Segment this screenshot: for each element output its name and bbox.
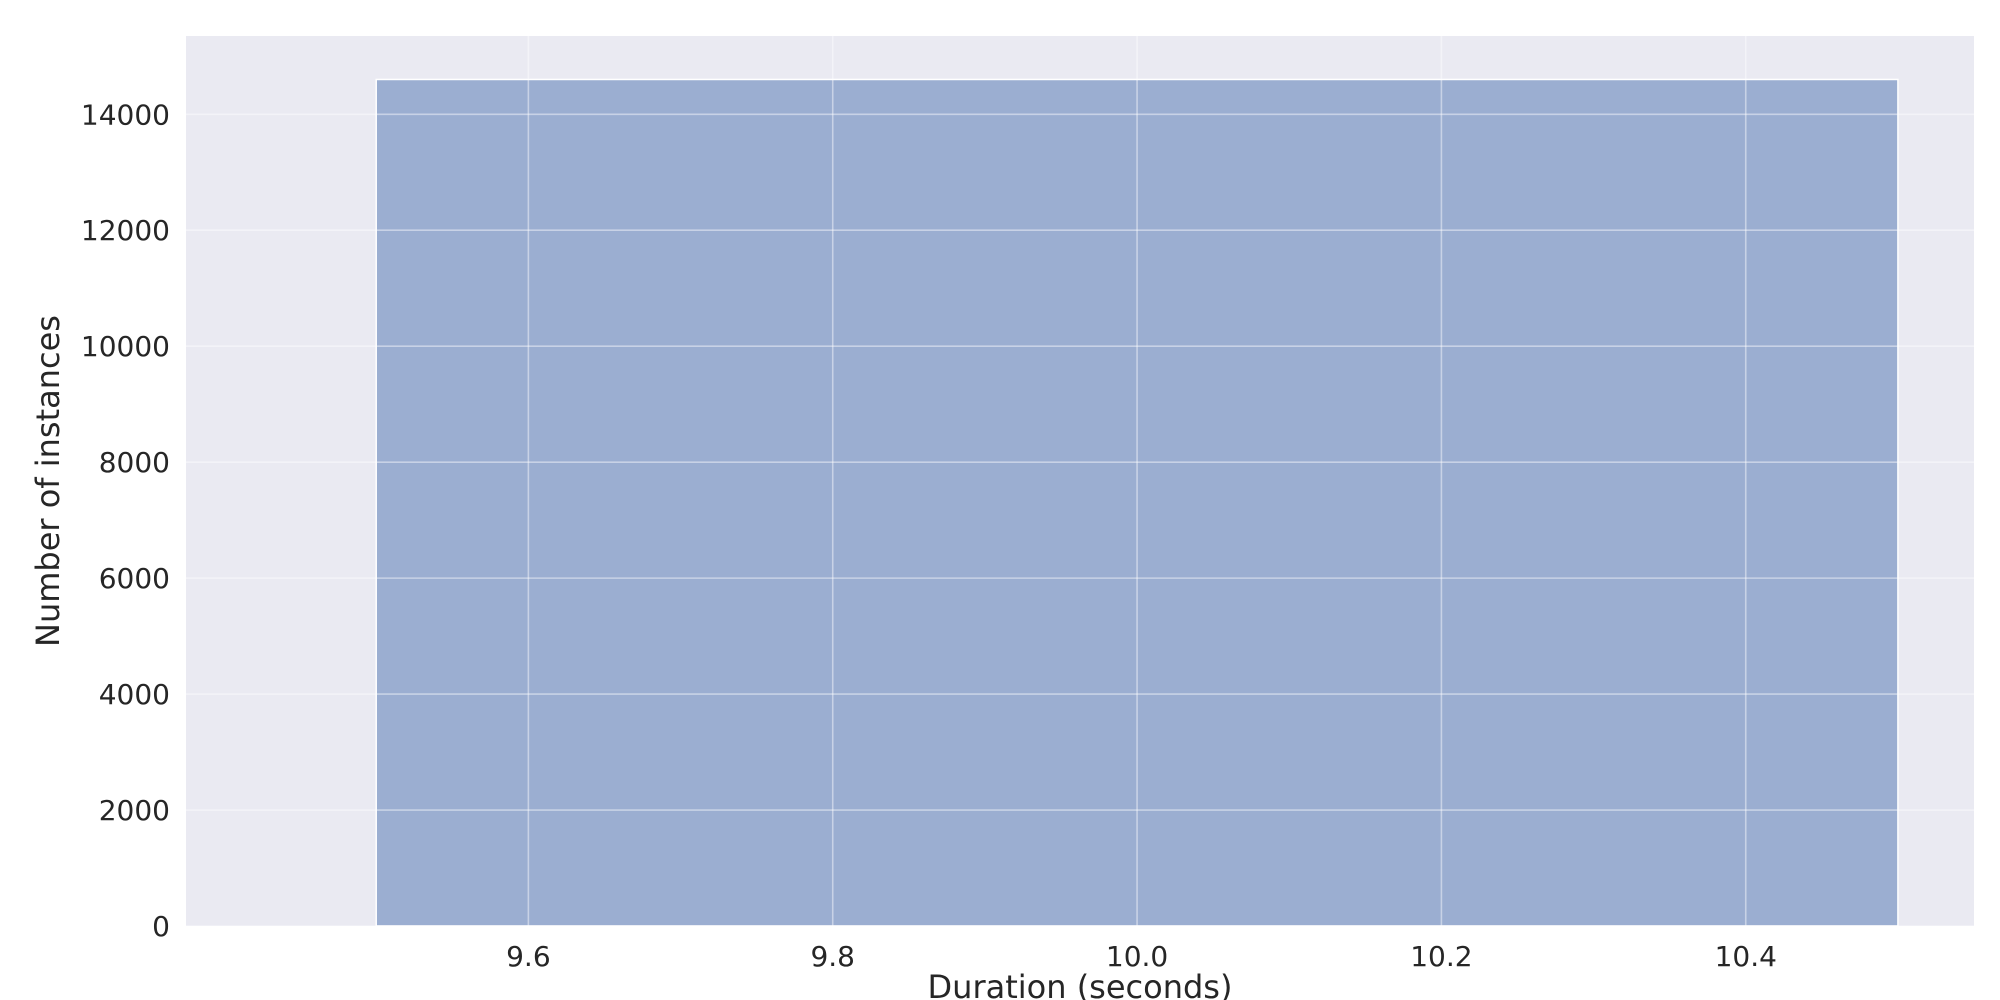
y-tick-labels: 0 2000 4000 6000 8000 10000 12000 14000 [81, 98, 170, 943]
x-tick-label: 10.2 [1410, 940, 1472, 973]
y-tick-label: 14000 [81, 98, 170, 131]
y-axis-label: Number of instances [29, 315, 67, 647]
y-tick-label: 10000 [81, 330, 170, 363]
y-tick-label: 0 [152, 910, 170, 943]
bars-layer [375, 78, 1899, 927]
x-tick-label: 9.8 [810, 940, 855, 973]
x-tick-label: 9.6 [506, 940, 551, 973]
x-tick-label: 10.4 [1715, 940, 1777, 973]
y-tick-label: 4000 [99, 678, 170, 711]
y-tick-label: 12000 [81, 214, 170, 247]
y-tick-label: 8000 [99, 446, 170, 479]
y-tick-label: 2000 [99, 794, 170, 827]
histogram-bar [375, 78, 1899, 927]
y-tick-label: 6000 [99, 562, 170, 595]
grid-layer [186, 36, 1974, 927]
x-tick-label: 10.0 [1106, 940, 1168, 973]
x-axis-label: Duration (seconds) [928, 968, 1233, 1000]
x-tick-labels: 9.6 9.8 10.0 10.2 10.4 [506, 940, 1777, 973]
